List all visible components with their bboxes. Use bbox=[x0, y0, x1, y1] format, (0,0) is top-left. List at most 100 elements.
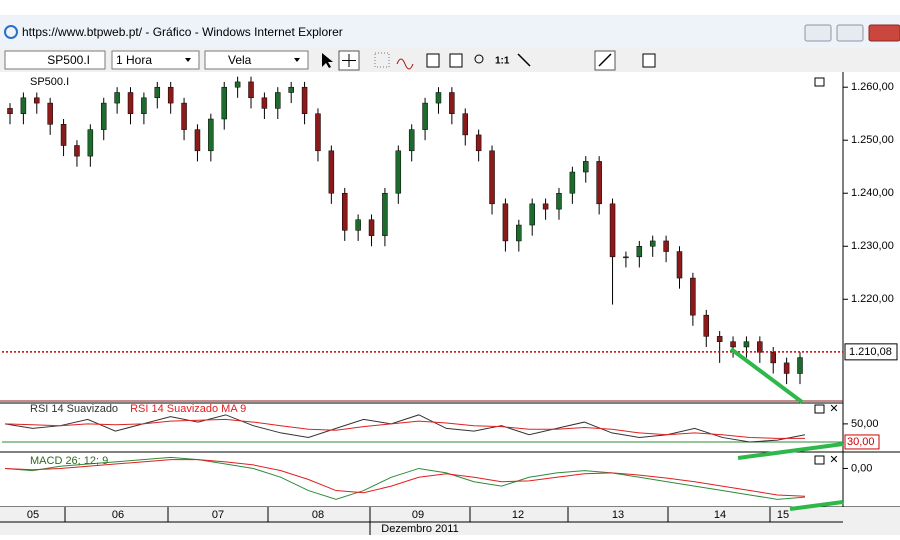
crosshair-icon bbox=[342, 54, 356, 67]
candle-body bbox=[408, 129, 415, 152]
candle-body bbox=[583, 161, 589, 173]
candle-body bbox=[328, 150, 335, 194]
chart-area bbox=[0, 72, 900, 535]
candle-body bbox=[609, 203, 616, 258]
candle-body bbox=[221, 86, 227, 120]
style-select[interactable] bbox=[204, 50, 309, 70]
candle-body bbox=[542, 203, 549, 210]
x-tick-label: 13 bbox=[612, 509, 624, 521]
candle-body bbox=[301, 86, 308, 114]
series-line bbox=[4, 459, 806, 497]
candle-body bbox=[489, 150, 495, 205]
close-panel[interactable]: ✕ bbox=[829, 454, 838, 466]
indicator-tool[interactable] bbox=[396, 58, 414, 70]
candle-body bbox=[167, 86, 174, 104]
y-tick-label: 50,00 bbox=[851, 418, 879, 430]
dropdown-arrow bbox=[185, 58, 191, 62]
candle-body bbox=[141, 97, 147, 114]
candle-body bbox=[690, 277, 696, 316]
candle-body bbox=[422, 102, 428, 130]
candle-body bbox=[20, 97, 27, 114]
window-title: https://www.btpweb.pt/ - Gráfico - Windo… bbox=[22, 25, 343, 39]
candle-body bbox=[623, 256, 629, 259]
candle-body bbox=[730, 341, 736, 348]
grid-tool[interactable] bbox=[374, 52, 390, 68]
maximize-panel[interactable] bbox=[814, 77, 825, 87]
maximize-panel[interactable] bbox=[814, 455, 825, 465]
candle-body bbox=[261, 97, 268, 109]
x-tick-label: 14 bbox=[714, 509, 726, 521]
candle-body bbox=[757, 341, 763, 353]
candle-body bbox=[556, 192, 562, 210]
x-tick-label: 15 bbox=[777, 509, 789, 521]
zoom-tool[interactable] bbox=[474, 54, 484, 64]
x-tick-label: 05 bbox=[27, 509, 39, 521]
maximize[interactable] bbox=[836, 24, 864, 42]
candle-body bbox=[355, 219, 361, 231]
interval-select[interactable] bbox=[111, 50, 200, 70]
candle-body bbox=[368, 219, 375, 236]
candle-body bbox=[275, 92, 281, 109]
reference-box bbox=[844, 434, 880, 450]
legend-entry: RSI 14 Suavizado bbox=[30, 403, 118, 415]
candle-body bbox=[449, 92, 455, 114]
y-tick-label: 1.220,00 bbox=[851, 293, 894, 305]
candle-body bbox=[462, 113, 469, 136]
close[interactable] bbox=[868, 24, 900, 42]
candle-body bbox=[502, 203, 509, 242]
candle-body bbox=[60, 124, 67, 146]
month-label: Dezembro 2011 bbox=[381, 523, 458, 535]
pointer-tool[interactable] bbox=[322, 53, 333, 68]
last-price-box bbox=[844, 343, 898, 361]
maximize-panel[interactable] bbox=[814, 404, 825, 414]
zoom-ratio[interactable]: 1:1 bbox=[495, 56, 510, 67]
title-bar bbox=[0, 15, 900, 48]
candle-body bbox=[114, 92, 120, 104]
candle-body bbox=[529, 203, 535, 226]
chart-label: SP500.I bbox=[30, 76, 69, 88]
candle-body bbox=[676, 251, 683, 279]
candle-body bbox=[516, 224, 522, 242]
y-tick-label: 1.230,00 bbox=[851, 240, 894, 252]
symbol-field[interactable] bbox=[4, 50, 106, 70]
last-price-label: 1.210,08 bbox=[849, 346, 892, 358]
minimize[interactable] bbox=[804, 24, 832, 42]
x-tick-label: 09 bbox=[412, 509, 424, 521]
help-tool[interactable] bbox=[642, 53, 656, 68]
candle-body bbox=[288, 86, 294, 93]
trend-line[interactable] bbox=[789, 500, 844, 511]
candle-body bbox=[34, 97, 40, 104]
candle-body bbox=[783, 362, 790, 374]
candle-body bbox=[47, 102, 53, 125]
candle-body bbox=[716, 336, 723, 342]
candle-body bbox=[154, 86, 161, 99]
candle-body bbox=[770, 352, 776, 364]
x-tick-label: 07 bbox=[212, 509, 224, 521]
close-panel[interactable]: ✕ bbox=[829, 403, 838, 415]
trend-line[interactable] bbox=[737, 442, 844, 460]
candle-body bbox=[234, 81, 241, 88]
candle-body bbox=[395, 150, 402, 194]
info-tool[interactable] bbox=[426, 53, 440, 68]
add-tool[interactable] bbox=[449, 53, 463, 68]
x-tick-label: 12 bbox=[512, 509, 524, 521]
line-tool[interactable] bbox=[517, 53, 531, 67]
candle-body bbox=[703, 314, 710, 337]
candle-body bbox=[194, 129, 201, 152]
candle-body bbox=[743, 341, 750, 348]
x-tick-label: 08 bbox=[312, 509, 324, 521]
interval: 1 Hora bbox=[116, 53, 152, 67]
dropdown-arrow bbox=[294, 58, 300, 62]
legend-entry: RSI 14 Suavizado MA 9 bbox=[130, 403, 246, 415]
candle-body bbox=[100, 102, 107, 130]
trend-line[interactable] bbox=[729, 347, 804, 404]
series-line bbox=[4, 418, 805, 439]
y-tick-label: 1.240,00 bbox=[851, 187, 894, 199]
candle-body bbox=[248, 81, 254, 99]
candle-body bbox=[315, 113, 321, 152]
candle-body bbox=[475, 134, 482, 152]
candle-body bbox=[382, 192, 388, 236]
reference-label: 30,00 bbox=[847, 436, 875, 448]
candle-body bbox=[636, 245, 643, 258]
